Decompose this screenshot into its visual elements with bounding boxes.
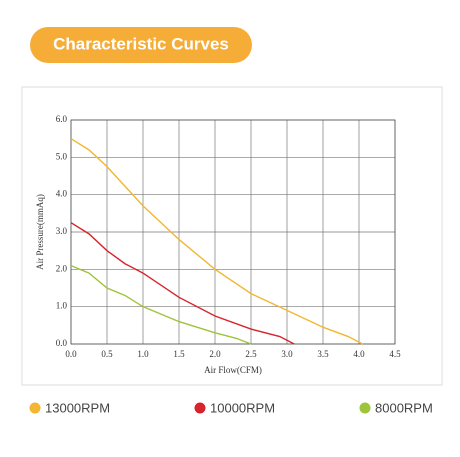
y-tick-label: 6.0 bbox=[56, 114, 68, 124]
title-pill bbox=[30, 27, 252, 63]
legend-label: 10000RPM bbox=[210, 400, 275, 415]
curve bbox=[70, 264, 252, 345]
y-tick-label: 2.0 bbox=[56, 263, 68, 273]
legend-label: 8000RPM bbox=[375, 400, 433, 415]
y-tick-label: 3.0 bbox=[56, 226, 68, 236]
x-tick-label: 3.0 bbox=[281, 349, 293, 359]
x-tick-label: 0.0 bbox=[65, 349, 77, 359]
x-tick-label: 2.5 bbox=[245, 349, 257, 359]
y-tick-label: 5.0 bbox=[56, 151, 68, 161]
x-tick-label: 4.5 bbox=[389, 349, 401, 359]
legend-marker bbox=[359, 402, 371, 414]
curve bbox=[70, 138, 363, 345]
y-axis-label: Air Pressure(mmAq) bbox=[35, 194, 45, 270]
legend-marker bbox=[194, 402, 206, 414]
x-tick-label: 3.5 bbox=[317, 349, 329, 359]
legend-marker bbox=[29, 402, 41, 414]
y-tick-label: 4.0 bbox=[56, 189, 68, 199]
title: Characteristic Curves bbox=[53, 34, 229, 53]
x-tick-label: 1.0 bbox=[137, 349, 149, 359]
chart-frame bbox=[21, 86, 443, 386]
x-tick-label: 0.5 bbox=[101, 349, 113, 359]
plot-border bbox=[70, 119, 396, 345]
legend-label: 13000RPM bbox=[45, 400, 110, 415]
y-tick-label: 1.0 bbox=[56, 301, 68, 311]
x-tick-label: 2.0 bbox=[209, 349, 221, 359]
x-axis-label: Air Flow(CFM) bbox=[204, 365, 262, 375]
y-tick-label: 0.0 bbox=[56, 338, 68, 348]
x-tick-label: 4.0 bbox=[353, 349, 365, 359]
curve bbox=[70, 222, 295, 345]
x-tick-label: 1.5 bbox=[173, 349, 185, 359]
